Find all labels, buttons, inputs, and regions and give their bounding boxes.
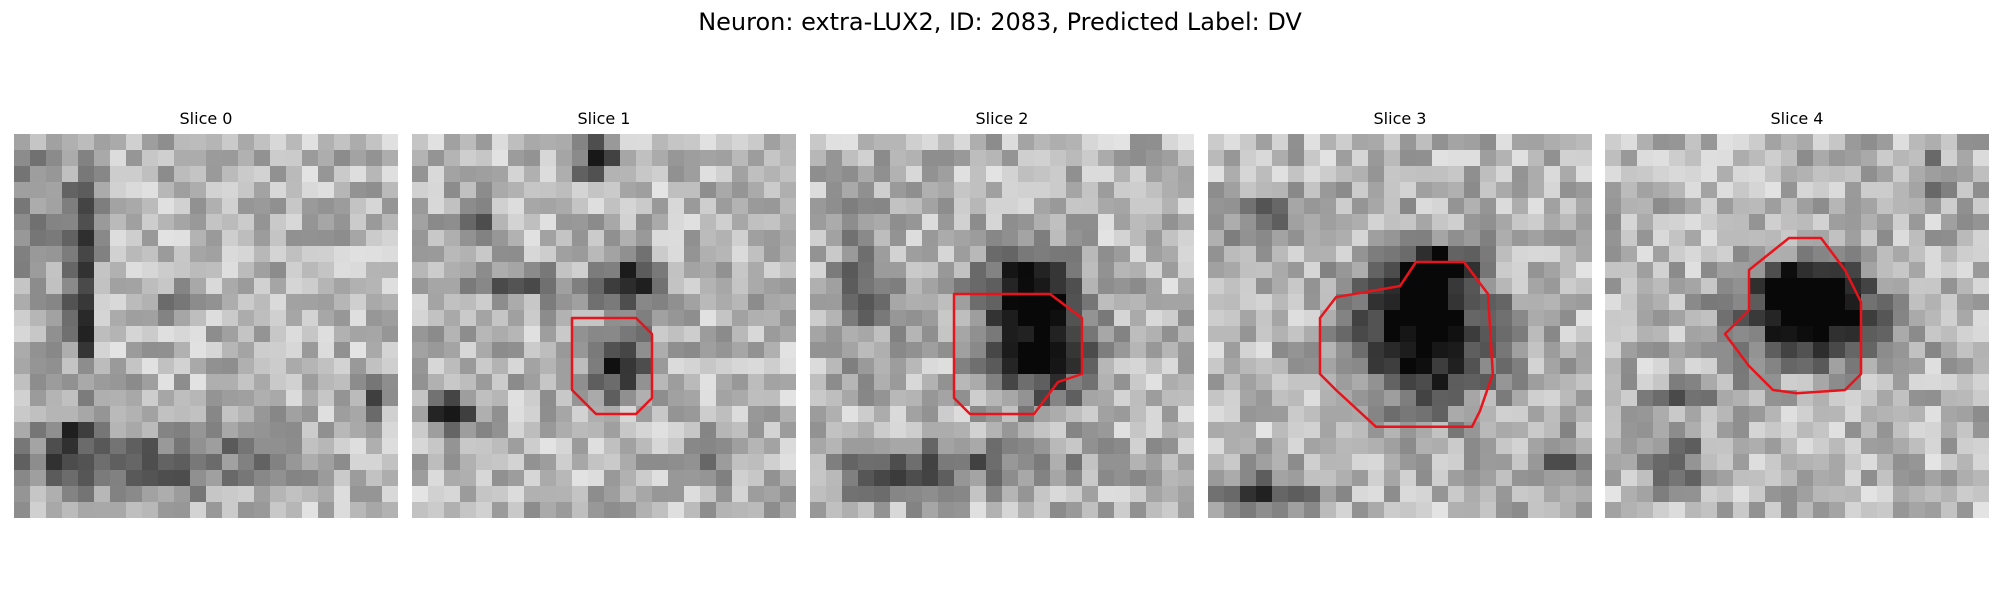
slice-title: Slice 3 bbox=[1373, 109, 1427, 128]
segmentation-contour bbox=[1318, 260, 1495, 429]
pixel-grid bbox=[412, 134, 796, 518]
slice-image bbox=[1208, 134, 1592, 518]
pixel-grid bbox=[1208, 134, 1592, 518]
segmentation-contour bbox=[570, 316, 654, 416]
figure-title: Neuron: extra-LUX2, ID: 2083, Predicted … bbox=[698, 8, 1302, 36]
slice-title: Slice 2 bbox=[975, 109, 1029, 128]
slice-image bbox=[412, 134, 796, 518]
pixel-grid bbox=[810, 134, 1194, 518]
slice-title: Slice 0 bbox=[179, 109, 233, 128]
slice-image bbox=[14, 134, 398, 518]
pixel-grid bbox=[14, 134, 398, 518]
slice-image bbox=[810, 134, 1194, 518]
slice-title: Slice 4 bbox=[1770, 109, 1824, 128]
segmentation-contour bbox=[952, 292, 1084, 416]
slice-title: Slice 1 bbox=[577, 109, 631, 128]
segmentation-contour bbox=[1723, 236, 1863, 395]
pixel-grid bbox=[1605, 134, 1989, 518]
slice-image bbox=[1605, 134, 1989, 518]
